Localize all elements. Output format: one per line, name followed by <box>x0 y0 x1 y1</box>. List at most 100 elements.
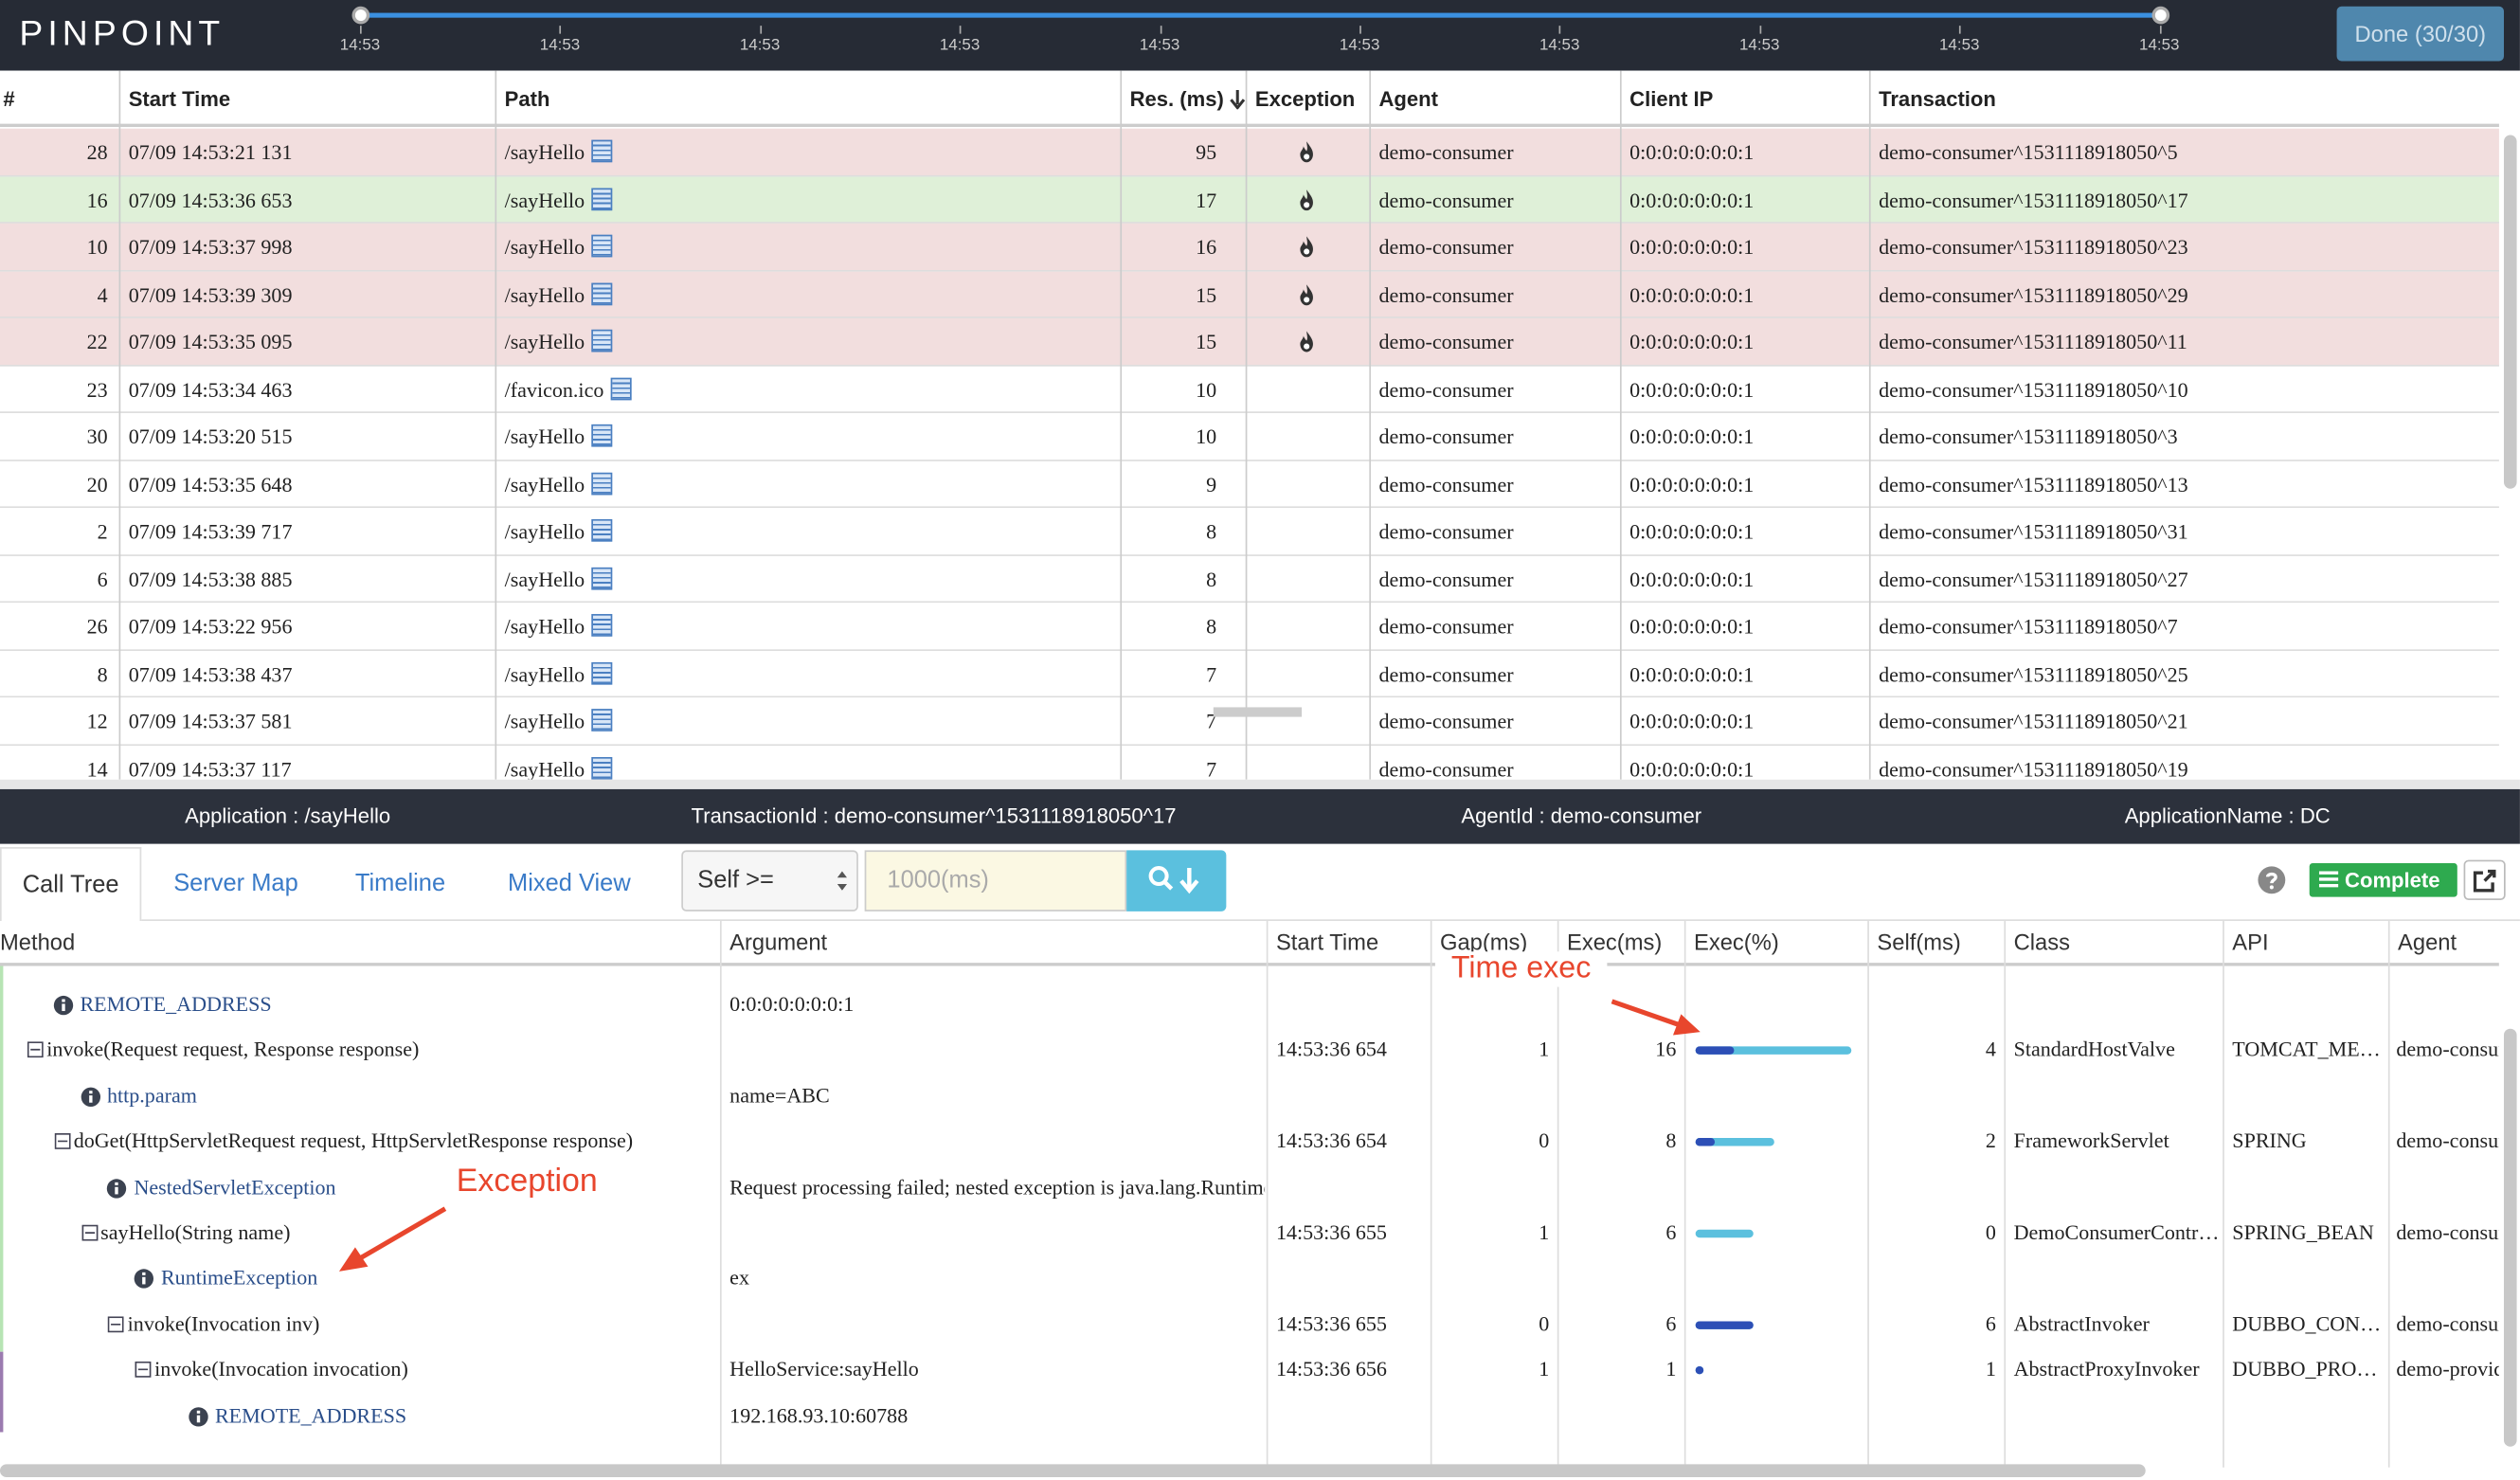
complete-button[interactable]: Complete <box>2309 862 2457 897</box>
call-row[interactable]: RuntimeException ex <box>0 1266 2499 1310</box>
tab[interactable]: Server Map <box>173 869 298 897</box>
detail-icon[interactable] <box>590 566 613 589</box>
column-divider <box>1245 70 1248 780</box>
exec: 6 <box>1665 1310 1677 1336</box>
column-divider <box>118 70 121 780</box>
transaction-row[interactable]: 12 07/09 14:53:37 581/sayHello 7 demo-consu… <box>0 697 2499 746</box>
transaction-row[interactable]: 23 07/09 14:53:34 463/favicon.ico 10 demo-c… <box>0 365 2499 413</box>
exception-icon <box>1300 331 1313 352</box>
self-bar <box>1695 1366 1704 1375</box>
column-header[interactable]: Class <box>2013 929 2070 955</box>
exec-bar <box>1695 1047 1852 1056</box>
transaction-row[interactable]: 14 07/09 14:53:37 117/sayHello 7 demo-consu… <box>0 745 2499 780</box>
info-icon <box>107 1178 127 1198</box>
column-header[interactable]: API <box>2232 929 2269 955</box>
tab[interactable]: Timeline <box>354 869 446 897</box>
cell: demo-consumer^1531118918050^17 <box>1879 187 2188 212</box>
transaction-row[interactable]: 26 07/09 14:53:22 956/sayHello 8 demo-consu… <box>0 603 2499 651</box>
call-row[interactable]: invoke(Invocation inv) 14:53:36 655 0 6 6 Abs… <box>0 1311 2499 1356</box>
column-header[interactable]: Method <box>0 929 76 955</box>
transaction-row[interactable]: 22 07/09 14:53:35 095/sayHello 15 demo-cons… <box>0 317 2499 366</box>
scrollbar[interactable] <box>2503 1028 2517 1447</box>
timeline-handle[interactable] <box>351 6 370 25</box>
detail-icon[interactable] <box>590 234 613 258</box>
argument: 192.168.93.10:60788 <box>729 1402 909 1427</box>
cell: /sayHello <box>505 709 1117 734</box>
cell: 8 <box>97 661 108 686</box>
transaction-row[interactable]: 10 07/09 14:53:37 998/sayHello 16 demo-cons… <box>0 223 2499 271</box>
call-row[interactable]: invoke(Request request, Response respons… <box>0 1038 2499 1082</box>
detail-icon[interactable] <box>610 376 632 400</box>
h-scrollbar[interactable] <box>0 779 2520 789</box>
call-row[interactable]: doGet(HttpServletRequest request, HttpSe… <box>0 1128 2499 1173</box>
column-header[interactable]: Res. (ms) <box>1129 86 1224 112</box>
tab[interactable]: Call Tree <box>0 847 142 922</box>
column-header[interactable]: Exception <box>1254 86 1356 112</box>
detail-icon[interactable] <box>590 139 613 163</box>
detail-icon[interactable] <box>590 661 613 684</box>
transaction-row[interactable]: 8 07/09 14:53:38 437/sayHello 7 demo-consum… <box>0 650 2499 698</box>
column-header[interactable]: Gap(ms) <box>1439 929 1528 955</box>
h-scrollbar[interactable] <box>1213 707 1303 717</box>
search-button[interactable] <box>1126 850 1227 911</box>
detail-icon[interactable] <box>590 471 613 495</box>
call-row[interactable]: REMOTE_ADDRESS 192.168.93.10:60788 <box>0 1402 2499 1447</box>
timeline-handle[interactable] <box>2151 6 2170 25</box>
tab[interactable]: Mixed View <box>508 869 631 897</box>
detail-icon[interactable] <box>590 424 613 447</box>
call-row[interactable]: sayHello(String name) 14:53:36 655 1 6 0 Demo… <box>0 1220 2499 1265</box>
detail-icon[interactable] <box>590 709 613 731</box>
gap: 1 <box>1539 1219 1550 1245</box>
column-header[interactable]: Transaction <box>1879 86 1996 112</box>
cell: 9 <box>1206 471 1217 496</box>
transaction-row[interactable]: 4 07/09 14:53:39 309/sayHello 15 demo-consu… <box>0 270 2499 318</box>
transaction-row[interactable]: 6 07/09 14:53:38 885/sayHello 8 demo-consum… <box>0 555 2499 604</box>
detail-icon[interactable] <box>590 614 613 637</box>
detail-icon[interactable] <box>590 518 613 542</box>
column-header[interactable]: Argument <box>729 929 828 955</box>
detail-icon[interactable] <box>590 756 613 779</box>
detail-icon[interactable] <box>590 329 613 352</box>
transaction-row[interactable]: 30 07/09 14:53:20 515/sayHello 10 demo-cons… <box>0 412 2499 461</box>
column-header[interactable]: Start Time <box>1275 929 1379 955</box>
scrollbar[interactable] <box>2503 135 2517 489</box>
call-row[interactable]: invoke(Invocation invocation) HelloServic… <box>0 1357 2499 1401</box>
column-header[interactable]: Exec(ms) <box>1566 929 1663 955</box>
help-icon[interactable] <box>2258 866 2286 894</box>
gap: 0 <box>1539 1128 1550 1153</box>
h-scrollbar[interactable] <box>0 1464 2146 1477</box>
annotation: Time exec <box>1434 951 1608 987</box>
done-button[interactable]: Done (30/30) <box>2336 6 2504 62</box>
column-header[interactable]: Self(ms) <box>1877 929 1961 955</box>
column-divider <box>1867 921 1869 1468</box>
call-row[interactable]: REMOTE_ADDRESS 0:0:0:0:0:0:0:1 <box>0 992 2499 1037</box>
column-header[interactable]: Exec(%) <box>1694 929 1779 955</box>
cell: 30 <box>86 424 108 449</box>
detail-icon[interactable] <box>590 281 613 305</box>
cell: demo-consumer <box>1378 376 1514 402</box>
column-header[interactable]: Agent <box>2398 929 2457 955</box>
column-header[interactable]: Agent <box>1378 86 1439 112</box>
select-arrows <box>837 871 848 891</box>
column-header[interactable]: # <box>3 86 15 112</box>
transaction-row[interactable]: 28 07/09 14:53:21 131/sayHello 95 demo-cons… <box>0 128 2499 176</box>
column-header[interactable]: Client IP <box>1629 86 1714 112</box>
timeline-label: 14:53 <box>1139 37 1180 55</box>
transaction-row[interactable]: 20 07/09 14:53:35 648/sayHello 9 demo-consu… <box>0 460 2499 509</box>
transaction-row[interactable]: 2 07/09 14:53:39 717/sayHello 8 demo-consum… <box>0 508 2499 556</box>
start-time: 14:53:36 656 <box>1275 1357 1387 1381</box>
transaction-row[interactable]: 16 07/09 14:53:36 653/sayHello 17 demo-cons… <box>0 175 2499 224</box>
call-row[interactable]: http.param name=ABC <box>0 1083 2499 1128</box>
column-header[interactable]: Path <box>504 86 550 112</box>
call-row[interactable]: NestedServletException Request processing… <box>0 1174 2499 1218</box>
detail-icon[interactable] <box>590 187 613 210</box>
share-button[interactable] <box>2463 859 2506 900</box>
column-header[interactable]: Start Time <box>128 86 231 112</box>
filter-input[interactable]: 1000(ms) <box>864 850 1127 911</box>
share-icon <box>2473 869 2496 893</box>
filter-select[interactable]: Self >= <box>681 850 858 911</box>
column-divider <box>1557 921 1559 1468</box>
cell: demo-consumer <box>1378 518 1514 544</box>
column-divider <box>2387 921 2390 1468</box>
cell: 07/09 14:53:35 095 <box>128 329 293 354</box>
